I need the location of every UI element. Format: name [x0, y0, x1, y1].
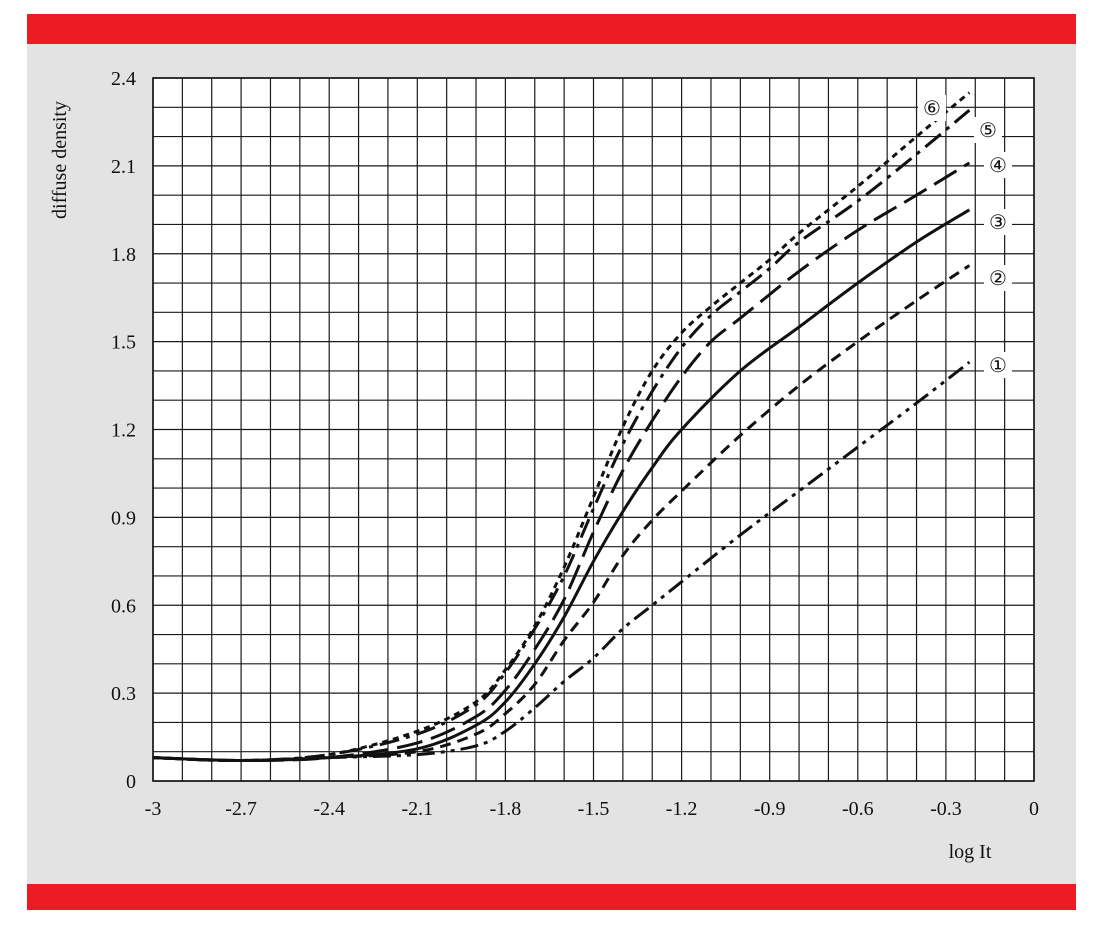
y-tick-label: 0 — [126, 771, 136, 793]
x-tick-labels: -3 -2.7 -2.4 -2.1 -1.8 -1.5 -1.2 -0.9 -0.6 -0.3 0 — [145, 798, 1039, 820]
series-line-5 — [152, 109, 971, 763]
y-tick-label: 2.1 — [111, 156, 136, 178]
series-line-6 — [152, 91, 971, 763]
series-label-1: ① — [989, 353, 1007, 377]
x-tick-label: -1.8 — [490, 798, 522, 820]
plot-border — [152, 77, 1035, 782]
series-label-6: ⑥ — [923, 96, 941, 120]
x-tick-label: -1.2 — [666, 798, 698, 820]
y-tick-label: 2.4 — [111, 68, 136, 90]
series-label-4: ④ — [989, 153, 1007, 177]
x-tick-label: -1.5 — [578, 798, 610, 820]
grid-lines — [152, 77, 1035, 782]
y-tick-label: 0.6 — [111, 595, 136, 617]
y-tick-label: 1.5 — [111, 332, 136, 354]
x-tick-label: -3 — [145, 798, 162, 820]
series-label-bg — [984, 352, 1012, 378]
y-tick-label: 1.2 — [111, 420, 136, 442]
y-tick-labels: 0 0.3 0.6 0.9 1.2 1.5 1.8 2.1 2.4 — [111, 68, 136, 793]
series-label-5: ⑤ — [979, 118, 997, 142]
series-line-4 — [152, 161, 971, 763]
series-label-2: ② — [989, 266, 1007, 290]
series-line-3 — [152, 208, 971, 763]
series-label-bg — [984, 265, 1012, 291]
series-label-bg — [984, 209, 1012, 235]
x-axis-label: log It — [949, 841, 992, 863]
y-tick-label: 0.3 — [111, 683, 136, 705]
y-axis-label: diffuse density — [49, 101, 71, 219]
series-label-bg — [974, 117, 1002, 143]
series-group — [152, 91, 971, 763]
y-tick-label: 1.8 — [111, 244, 136, 266]
x-tick-label: -0.9 — [754, 798, 786, 820]
x-tick-label: -2.4 — [313, 798, 345, 820]
x-tick-label: -2.7 — [225, 798, 257, 820]
x-tick-label: -0.3 — [930, 798, 962, 820]
x-tick-label: -0.6 — [842, 798, 874, 820]
y-tick-label: 0.9 — [111, 507, 136, 529]
series-label-3: ③ — [989, 210, 1007, 234]
x-tick-label: -2.1 — [401, 798, 433, 820]
series-label-bg — [918, 95, 946, 121]
x-tick-label: 0 — [1029, 798, 1039, 820]
top-red-band — [27, 14, 1076, 44]
series-labels: ① ② ③ ④ ⑤ ⑥ — [918, 95, 1012, 378]
bottom-red-band — [27, 884, 1076, 910]
series-label-bg — [984, 152, 1012, 178]
series-line-1 — [152, 360, 971, 763]
